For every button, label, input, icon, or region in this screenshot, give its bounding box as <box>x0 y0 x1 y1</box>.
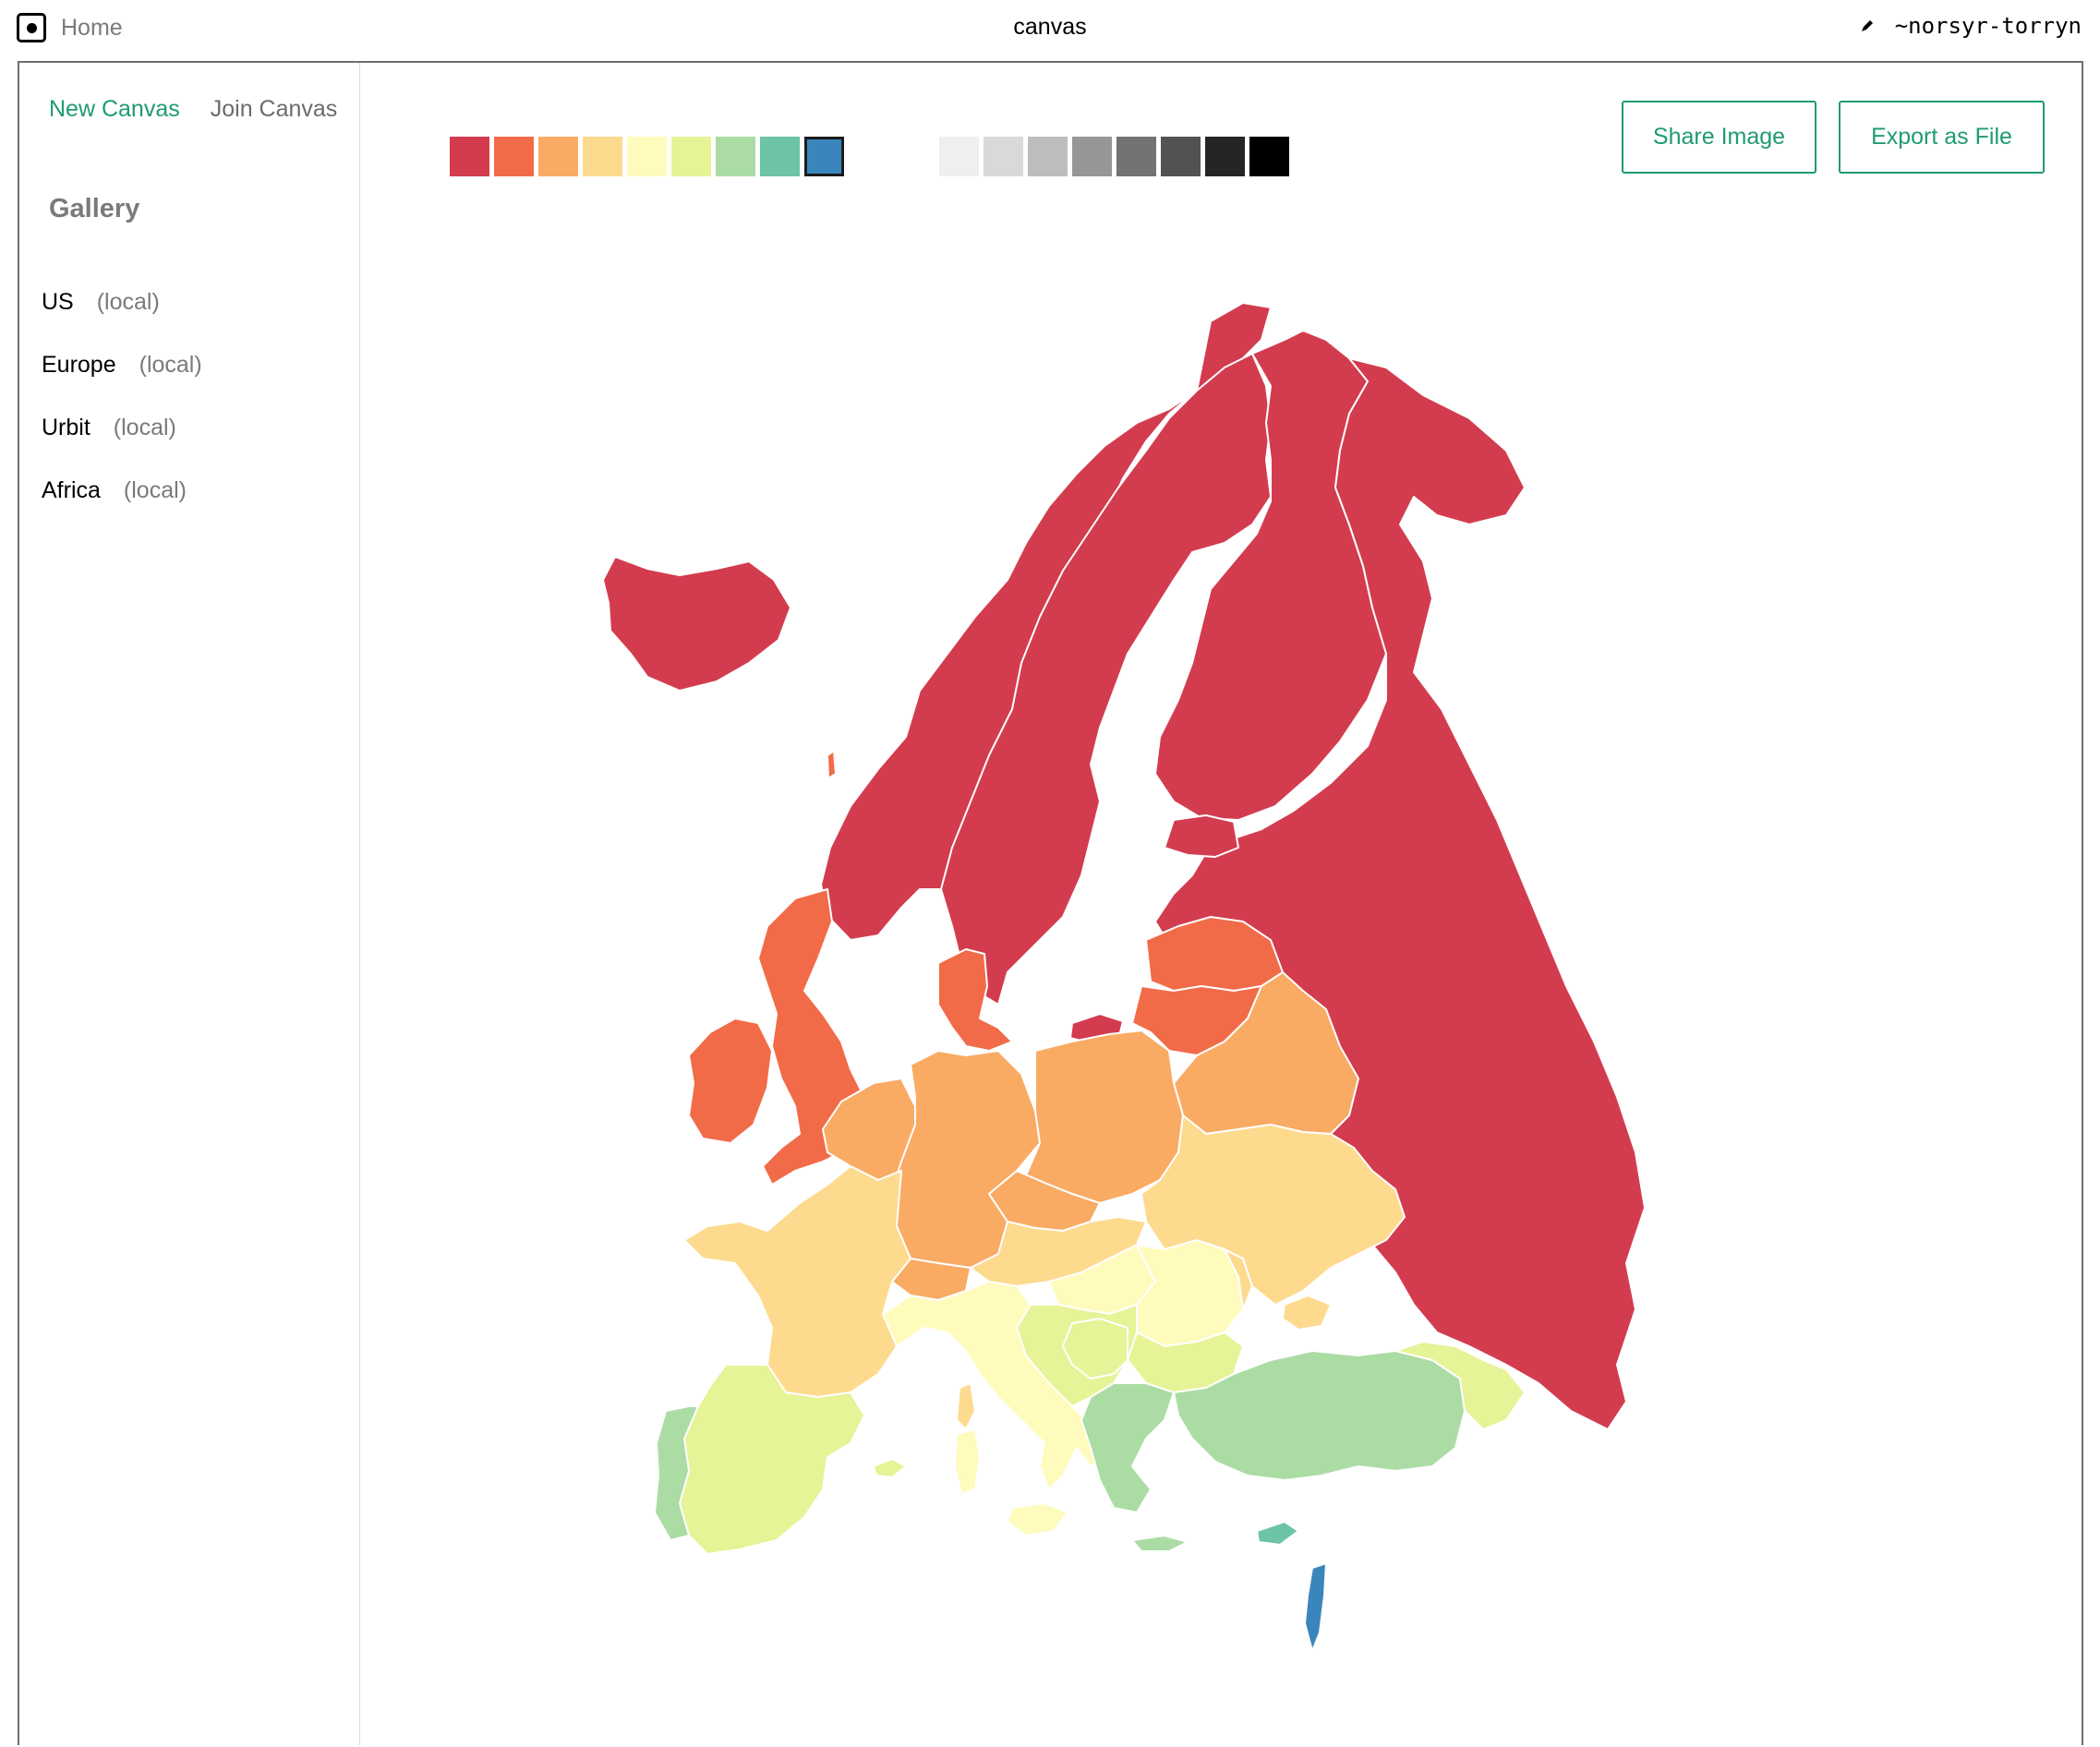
user-area[interactable]: ~norsyr-torryn <box>1860 13 2082 39</box>
gallery-item-name[interactable]: Europe <box>42 352 116 378</box>
gray-swatch-2[interactable] <box>984 137 1023 176</box>
color-swatch-7[interactable] <box>716 137 755 176</box>
color-swatch-3[interactable] <box>538 137 578 176</box>
region-serbia-bosnia[interactable] <box>1062 1318 1128 1380</box>
region-georgia-armenia[interactable] <box>1394 1341 1526 1430</box>
color-swatch-8[interactable] <box>760 137 800 176</box>
sidebar: New Canvas Join Canvas Gallery US (local… <box>19 63 360 1745</box>
color-palette <box>450 137 844 176</box>
gray-swatch-8[interactable] <box>1249 137 1289 176</box>
gallery-item-name[interactable]: US <box>42 289 74 315</box>
region-crimea[interactable] <box>1282 1295 1332 1331</box>
region-italy[interactable] <box>882 1281 1115 1490</box>
gallery-item-tag: (local) <box>96 289 160 315</box>
region-svalbard-dot[interactable] <box>827 750 837 779</box>
gray-palette <box>939 137 1289 176</box>
region-denmark[interactable] <box>937 948 1013 1052</box>
gray-swatch-7[interactable] <box>1205 137 1245 176</box>
gallery-item-tag: (local) <box>139 352 202 378</box>
new-canvas-link[interactable]: New Canvas <box>49 96 180 122</box>
region-corsica[interactable] <box>956 1382 976 1430</box>
export-file-button[interactable]: Export as File <box>1839 101 2045 174</box>
color-swatch-1[interactable] <box>450 137 489 176</box>
region-greece[interactable] <box>1080 1382 1175 1513</box>
color-swatch-2[interactable] <box>494 137 534 176</box>
color-swatch-4[interactable] <box>583 137 622 176</box>
pencil-icon[interactable] <box>1860 18 1875 33</box>
region-france[interactable] <box>683 1165 911 1398</box>
home-icon[interactable] <box>17 13 46 42</box>
home-icon-dot <box>26 22 37 33</box>
gray-swatch-5[interactable] <box>1116 137 1156 176</box>
app-frame: New Canvas Join Canvas Gallery US (local… <box>18 61 2083 1745</box>
region-sweden[interactable] <box>940 353 1272 1006</box>
app-title: canvas <box>1013 14 1087 40</box>
color-swatch-9[interactable] <box>804 137 844 176</box>
region-portugal[interactable] <box>654 1405 699 1541</box>
region-iceland[interactable] <box>602 556 791 692</box>
region-cyprus[interactable] <box>1256 1521 1299 1546</box>
home-label[interactable]: Home <box>61 14 123 41</box>
region-israel[interactable] <box>1304 1562 1327 1652</box>
gallery-item-name[interactable]: Urbit <box>42 415 91 440</box>
region-ireland[interactable] <box>688 1018 773 1144</box>
color-swatch-5[interactable] <box>627 137 667 176</box>
region-sardinia[interactable] <box>954 1428 981 1495</box>
region-estonia[interactable] <box>1164 814 1239 858</box>
gallery-item-europe[interactable]: Europe (local) <box>42 352 202 415</box>
share-image-button[interactable]: Share Image <box>1622 101 1816 174</box>
gallery-item-tag: (local) <box>113 415 176 440</box>
user-name[interactable]: ~norsyr-torryn <box>1894 13 2082 39</box>
region-poland[interactable] <box>1025 1030 1184 1204</box>
gallery-item-name[interactable]: Africa <box>42 477 101 503</box>
region-sicily[interactable] <box>1007 1502 1068 1536</box>
gray-swatch-1[interactable] <box>939 137 979 176</box>
gallery-item-urbit[interactable]: Urbit (local) <box>42 415 202 477</box>
region-crete[interactable] <box>1131 1535 1189 1552</box>
home-link[interactable]: Home <box>17 13 123 42</box>
region-turkey[interactable] <box>1173 1350 1466 1481</box>
gallery-title: Gallery <box>49 194 140 223</box>
region-balearics[interactable] <box>873 1458 907 1478</box>
join-canvas-link[interactable]: Join Canvas <box>210 96 338 122</box>
gallery-item-us[interactable]: US (local) <box>42 289 202 352</box>
gray-swatch-3[interactable] <box>1028 137 1068 176</box>
canvas-area: Share Image Export as File <box>361 63 2082 1745</box>
sidebar-actions: New Canvas Join Canvas <box>49 96 337 123</box>
gray-swatch-4[interactable] <box>1072 137 1112 176</box>
top-bar: Home canvas ~norsyr-torryn <box>0 0 2100 59</box>
gallery-item-africa[interactable]: Africa (local) <box>42 477 202 540</box>
gallery-list: US (local) Europe (local) Urbit (local) … <box>42 289 202 540</box>
gray-swatch-6[interactable] <box>1161 137 1201 176</box>
region-ukraine[interactable] <box>1141 1114 1406 1306</box>
color-swatch-6[interactable] <box>671 137 711 176</box>
europe-map[interactable] <box>361 63 2083 1747</box>
gallery-item-tag: (local) <box>123 477 187 503</box>
